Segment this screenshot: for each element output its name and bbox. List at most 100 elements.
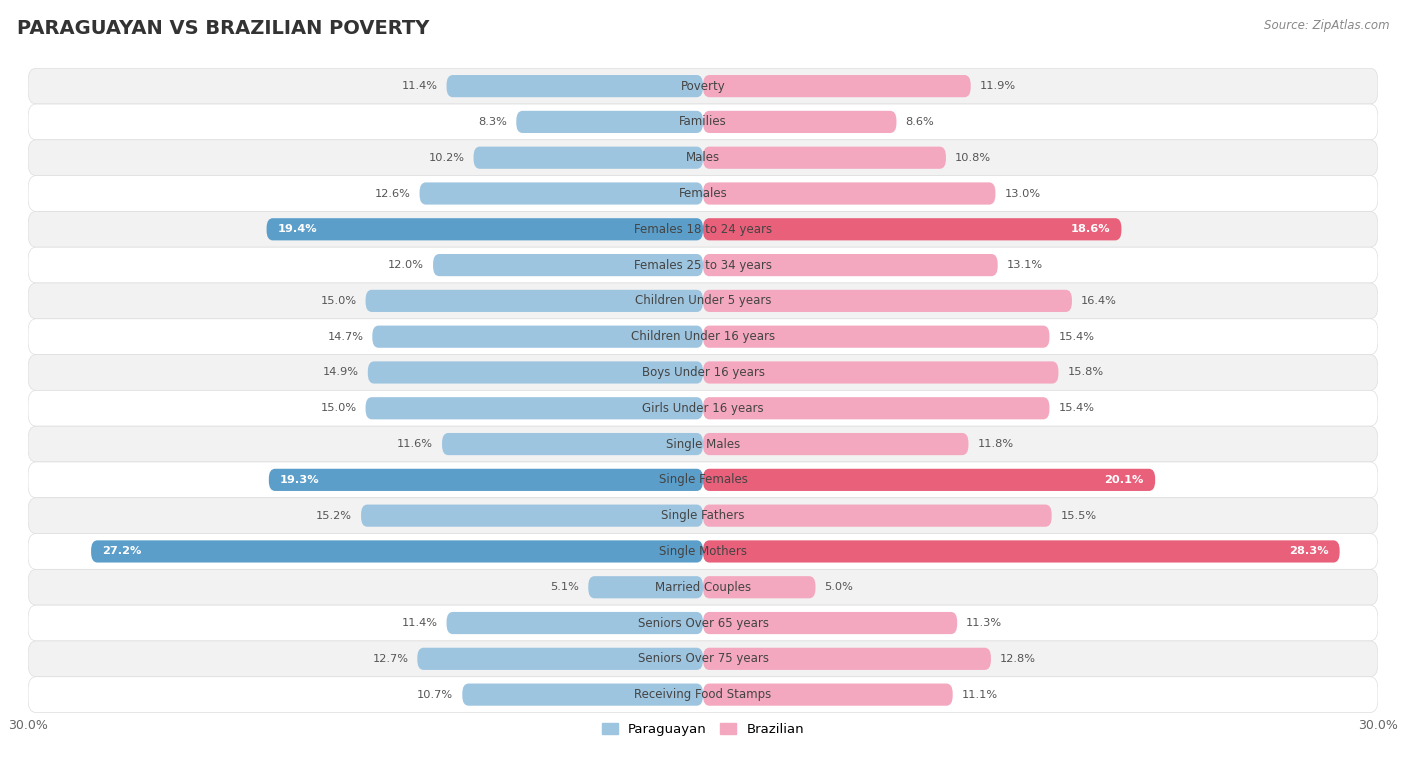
FancyBboxPatch shape xyxy=(366,290,703,312)
Text: 11.3%: 11.3% xyxy=(966,618,1002,628)
Text: Single Females: Single Females xyxy=(658,473,748,487)
FancyBboxPatch shape xyxy=(588,576,703,598)
Text: 11.9%: 11.9% xyxy=(980,81,1015,91)
FancyBboxPatch shape xyxy=(28,247,1378,283)
Text: 12.8%: 12.8% xyxy=(1000,654,1036,664)
FancyBboxPatch shape xyxy=(28,534,1378,569)
FancyBboxPatch shape xyxy=(703,146,946,169)
Text: Single Males: Single Males xyxy=(666,437,740,450)
Text: 11.1%: 11.1% xyxy=(962,690,998,700)
FancyBboxPatch shape xyxy=(703,254,998,276)
FancyBboxPatch shape xyxy=(463,684,703,706)
Text: Males: Males xyxy=(686,151,720,164)
FancyBboxPatch shape xyxy=(703,612,957,634)
FancyBboxPatch shape xyxy=(28,355,1378,390)
Text: 20.1%: 20.1% xyxy=(1105,475,1144,485)
Text: 27.2%: 27.2% xyxy=(103,547,142,556)
FancyBboxPatch shape xyxy=(269,468,703,491)
Text: 15.5%: 15.5% xyxy=(1060,511,1097,521)
Text: Children Under 16 years: Children Under 16 years xyxy=(631,330,775,343)
FancyBboxPatch shape xyxy=(703,290,1071,312)
FancyBboxPatch shape xyxy=(28,319,1378,355)
FancyBboxPatch shape xyxy=(368,362,703,384)
Legend: Paraguayan, Brazilian: Paraguayan, Brazilian xyxy=(596,718,810,741)
FancyBboxPatch shape xyxy=(703,326,1049,348)
FancyBboxPatch shape xyxy=(373,326,703,348)
FancyBboxPatch shape xyxy=(28,390,1378,426)
Text: Source: ZipAtlas.com: Source: ZipAtlas.com xyxy=(1264,19,1389,32)
Text: Females 18 to 24 years: Females 18 to 24 years xyxy=(634,223,772,236)
Text: 15.8%: 15.8% xyxy=(1067,368,1104,377)
FancyBboxPatch shape xyxy=(703,362,1059,384)
Text: 15.2%: 15.2% xyxy=(316,511,352,521)
FancyBboxPatch shape xyxy=(28,605,1378,641)
Text: 12.7%: 12.7% xyxy=(373,654,408,664)
Text: Boys Under 16 years: Boys Under 16 years xyxy=(641,366,765,379)
Text: 11.8%: 11.8% xyxy=(977,439,1014,449)
FancyBboxPatch shape xyxy=(703,505,1052,527)
FancyBboxPatch shape xyxy=(28,68,1378,104)
Text: 19.3%: 19.3% xyxy=(280,475,319,485)
Text: 13.0%: 13.0% xyxy=(1004,189,1040,199)
Text: 10.8%: 10.8% xyxy=(955,152,991,163)
Text: 15.4%: 15.4% xyxy=(1059,403,1094,413)
FancyBboxPatch shape xyxy=(28,211,1378,247)
FancyBboxPatch shape xyxy=(703,397,1049,419)
FancyBboxPatch shape xyxy=(28,569,1378,605)
FancyBboxPatch shape xyxy=(474,146,703,169)
FancyBboxPatch shape xyxy=(703,468,1156,491)
FancyBboxPatch shape xyxy=(28,462,1378,498)
Text: Children Under 5 years: Children Under 5 years xyxy=(634,294,772,308)
FancyBboxPatch shape xyxy=(28,677,1378,713)
Text: Families: Families xyxy=(679,115,727,128)
Text: Poverty: Poverty xyxy=(681,80,725,92)
Text: 10.2%: 10.2% xyxy=(429,152,464,163)
FancyBboxPatch shape xyxy=(447,612,703,634)
Text: Seniors Over 75 years: Seniors Over 75 years xyxy=(637,653,769,666)
Text: 18.6%: 18.6% xyxy=(1070,224,1111,234)
FancyBboxPatch shape xyxy=(361,505,703,527)
Text: 14.7%: 14.7% xyxy=(328,332,363,342)
FancyBboxPatch shape xyxy=(703,576,815,598)
FancyBboxPatch shape xyxy=(28,104,1378,139)
FancyBboxPatch shape xyxy=(441,433,703,455)
FancyBboxPatch shape xyxy=(703,218,1122,240)
Text: Married Couples: Married Couples xyxy=(655,581,751,594)
FancyBboxPatch shape xyxy=(703,684,953,706)
FancyBboxPatch shape xyxy=(28,641,1378,677)
FancyBboxPatch shape xyxy=(366,397,703,419)
FancyBboxPatch shape xyxy=(28,426,1378,462)
FancyBboxPatch shape xyxy=(703,183,995,205)
Text: 16.4%: 16.4% xyxy=(1081,296,1116,306)
FancyBboxPatch shape xyxy=(28,498,1378,534)
Text: 8.3%: 8.3% xyxy=(478,117,508,127)
FancyBboxPatch shape xyxy=(516,111,703,133)
FancyBboxPatch shape xyxy=(703,433,969,455)
Text: Girls Under 16 years: Girls Under 16 years xyxy=(643,402,763,415)
Text: 11.4%: 11.4% xyxy=(402,81,437,91)
Text: 12.0%: 12.0% xyxy=(388,260,425,270)
Text: 28.3%: 28.3% xyxy=(1289,547,1329,556)
FancyBboxPatch shape xyxy=(418,648,703,670)
FancyBboxPatch shape xyxy=(703,75,970,97)
FancyBboxPatch shape xyxy=(91,540,703,562)
Text: 14.9%: 14.9% xyxy=(323,368,359,377)
Text: 5.0%: 5.0% xyxy=(824,582,853,592)
Text: 10.7%: 10.7% xyxy=(418,690,453,700)
Text: Receiving Food Stamps: Receiving Food Stamps xyxy=(634,688,772,701)
Text: 15.0%: 15.0% xyxy=(321,403,357,413)
FancyBboxPatch shape xyxy=(267,218,703,240)
FancyBboxPatch shape xyxy=(28,283,1378,319)
Text: 15.4%: 15.4% xyxy=(1059,332,1094,342)
Text: 19.4%: 19.4% xyxy=(278,224,318,234)
Text: 11.6%: 11.6% xyxy=(396,439,433,449)
FancyBboxPatch shape xyxy=(433,254,703,276)
Text: Females 25 to 34 years: Females 25 to 34 years xyxy=(634,258,772,271)
Text: PARAGUAYAN VS BRAZILIAN POVERTY: PARAGUAYAN VS BRAZILIAN POVERTY xyxy=(17,19,429,38)
FancyBboxPatch shape xyxy=(28,139,1378,176)
Text: Seniors Over 65 years: Seniors Over 65 years xyxy=(637,616,769,630)
FancyBboxPatch shape xyxy=(419,183,703,205)
Text: Single Fathers: Single Fathers xyxy=(661,509,745,522)
Text: Single Mothers: Single Mothers xyxy=(659,545,747,558)
Text: Females: Females xyxy=(679,187,727,200)
